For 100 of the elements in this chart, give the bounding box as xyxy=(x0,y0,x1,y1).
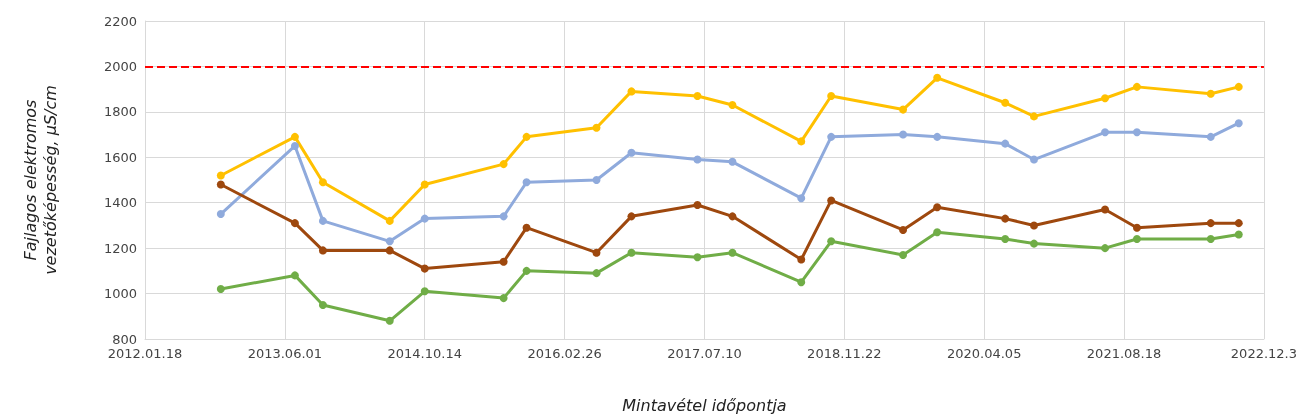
point xyxy=(797,278,806,287)
point xyxy=(499,212,508,221)
point xyxy=(1206,235,1215,244)
point xyxy=(216,180,225,189)
y-tick-label: 800 xyxy=(112,331,137,347)
point xyxy=(693,91,702,100)
point xyxy=(728,101,737,110)
x-tick-label: 2020.04.05 xyxy=(946,346,1022,361)
point xyxy=(1001,214,1010,223)
point xyxy=(318,246,327,255)
point xyxy=(693,253,702,262)
point xyxy=(1234,119,1243,128)
point xyxy=(290,271,299,280)
point xyxy=(899,225,908,234)
point xyxy=(592,248,601,257)
y-tick-label: 2000 xyxy=(103,58,137,74)
point xyxy=(728,157,737,166)
point xyxy=(1029,221,1038,230)
point xyxy=(522,132,531,141)
point xyxy=(899,130,908,139)
y-tick-label: 1800 xyxy=(103,104,137,120)
point xyxy=(797,137,806,146)
point xyxy=(420,287,429,296)
x-tick-label: 2021.08.18 xyxy=(1086,346,1162,361)
point xyxy=(385,316,394,325)
point xyxy=(827,196,836,205)
point xyxy=(420,214,429,223)
point xyxy=(1101,205,1110,214)
point xyxy=(420,264,429,273)
point xyxy=(1206,219,1215,228)
point xyxy=(499,160,508,169)
point xyxy=(693,155,702,164)
y-tick-label: 1000 xyxy=(103,286,137,302)
point xyxy=(728,248,737,257)
point xyxy=(1132,223,1141,232)
x-tick-label: 2022.12.3 xyxy=(1230,346,1298,361)
point xyxy=(1029,155,1038,164)
point xyxy=(592,176,601,184)
point xyxy=(1001,98,1010,107)
x-tick-label: 2017.07.10 xyxy=(667,346,742,361)
y-axis-title: Fajlagos elektromos vezetőképesség, µS/cm xyxy=(20,85,60,275)
point xyxy=(1001,139,1010,148)
y-tick-label: 1600 xyxy=(103,149,137,165)
point xyxy=(385,246,394,255)
point xyxy=(216,210,225,219)
point xyxy=(1206,89,1215,98)
point xyxy=(1132,128,1141,137)
point xyxy=(627,87,636,96)
point xyxy=(216,171,225,180)
point xyxy=(627,148,636,157)
point xyxy=(592,269,601,278)
point xyxy=(728,212,737,221)
point xyxy=(522,223,531,232)
point xyxy=(827,237,836,246)
point xyxy=(290,132,299,141)
point xyxy=(1101,128,1110,137)
point xyxy=(933,73,942,82)
point xyxy=(1101,94,1110,103)
point xyxy=(1132,82,1141,91)
point xyxy=(827,91,836,100)
point xyxy=(933,203,942,212)
point xyxy=(1029,112,1038,121)
point xyxy=(899,105,908,114)
point xyxy=(1206,132,1215,141)
point xyxy=(499,294,508,303)
point xyxy=(627,248,636,257)
x-tick-label: 2018.11.22 xyxy=(807,346,882,361)
point xyxy=(385,237,394,246)
point xyxy=(1029,239,1038,248)
x-tick-label: 2016.02.26 xyxy=(527,346,602,361)
point xyxy=(290,141,299,150)
y-tick-label: 2200 xyxy=(103,13,137,29)
y-tick-label: 1400 xyxy=(103,195,137,211)
point xyxy=(933,228,942,237)
point xyxy=(899,250,908,259)
point xyxy=(522,178,531,187)
point xyxy=(1234,219,1243,228)
point xyxy=(1132,235,1141,244)
point xyxy=(1234,230,1243,239)
point xyxy=(592,123,601,132)
point xyxy=(1001,235,1010,244)
point xyxy=(318,178,327,187)
x-tick-label: 2013.06.01 xyxy=(247,346,323,361)
point xyxy=(693,200,702,209)
point xyxy=(627,212,636,221)
point xyxy=(797,255,806,264)
point xyxy=(1234,82,1243,91)
point xyxy=(1101,244,1110,253)
x-axis-title: Mintavétel időpontja xyxy=(622,395,787,415)
x-tick-label: 2012.01.18 xyxy=(107,346,183,361)
point xyxy=(290,219,299,228)
point xyxy=(318,216,327,225)
y-tick-label: 1200 xyxy=(103,240,137,256)
point xyxy=(933,132,942,141)
point xyxy=(420,180,429,189)
point xyxy=(318,300,327,309)
point xyxy=(216,285,225,294)
x-tick-label: 2014.10.14 xyxy=(387,346,462,361)
point xyxy=(499,257,508,266)
point xyxy=(797,194,806,203)
